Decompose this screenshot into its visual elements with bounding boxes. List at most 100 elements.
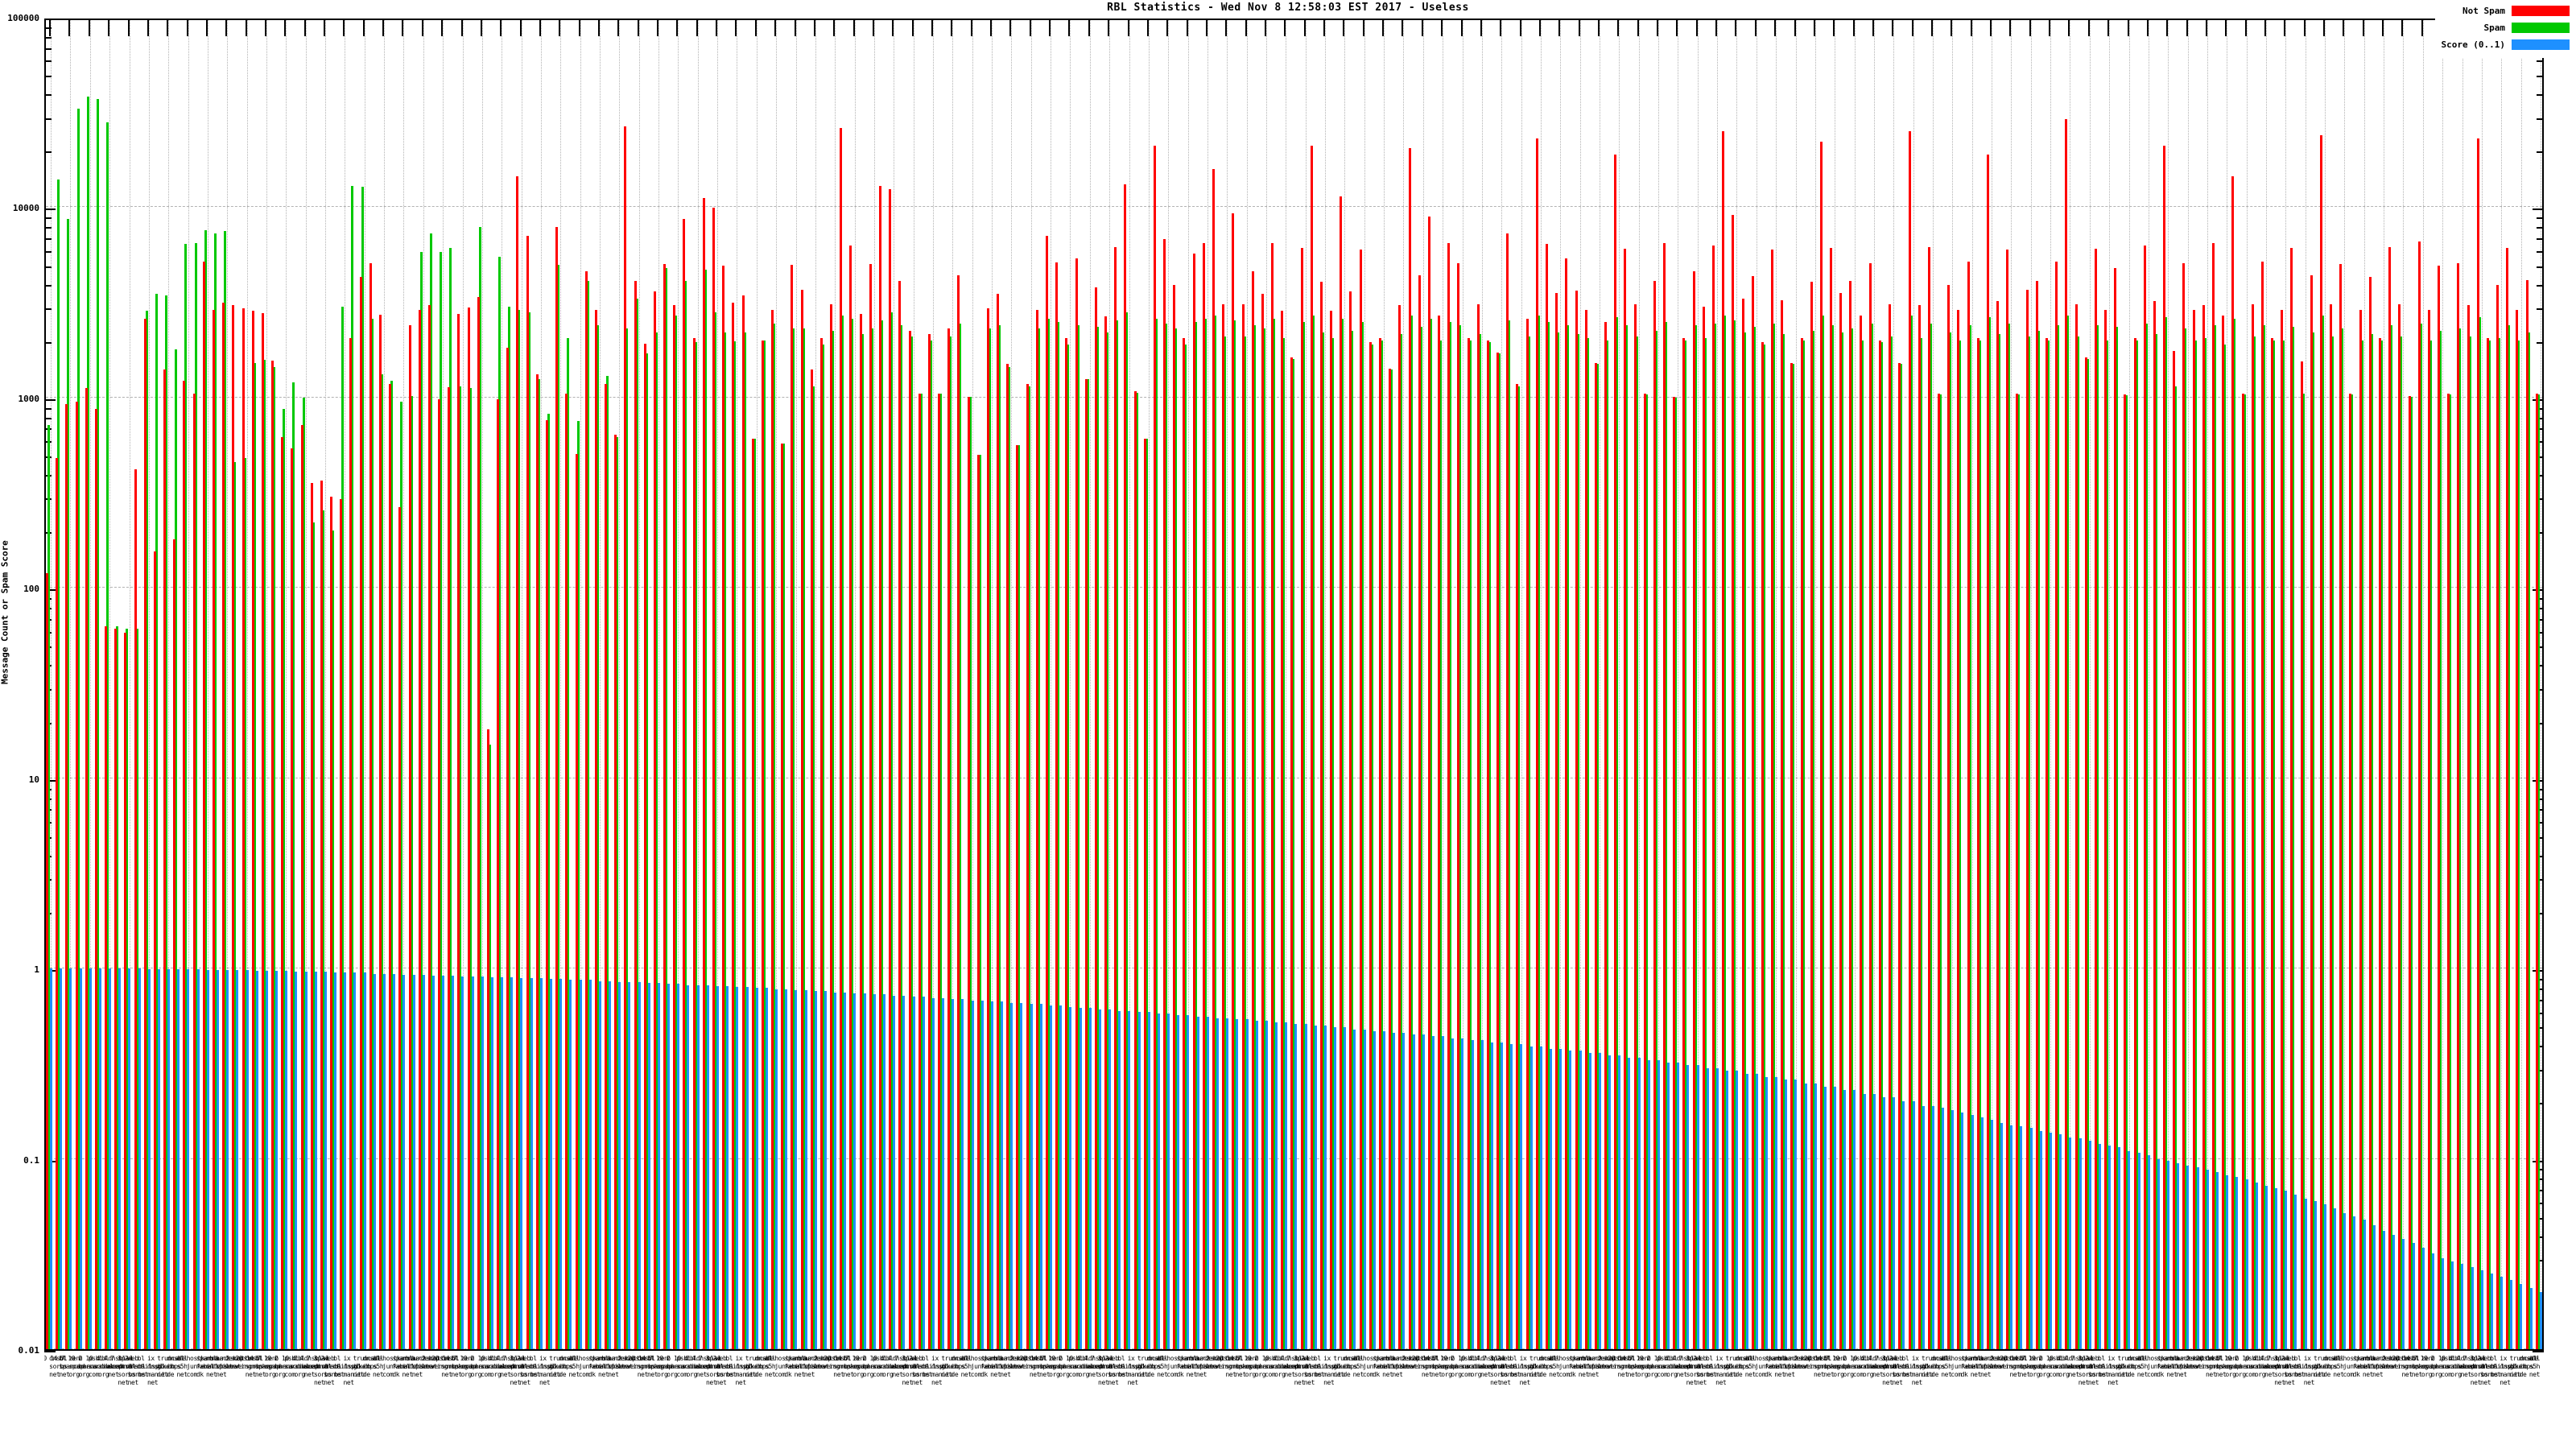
gridline-vertical	[1932, 20, 1934, 1349]
bar-ns	[1094, 287, 1097, 1349]
bar-ns	[663, 263, 667, 1349]
x-axis-label: junkemailfilter	[970, 1363, 1025, 1370]
x-tick	[1715, 19, 1718, 36]
bar-sp	[1606, 340, 1609, 1349]
bar-sp	[2252, 336, 2256, 1349]
x-axis-label: interserver	[2166, 1363, 2206, 1370]
bar-sc	[1608, 1055, 1612, 1349]
bar-ns	[1918, 305, 1921, 1349]
bar-sc	[2136, 1152, 2140, 1349]
x-axis-label: cbl	[1274, 1355, 1286, 1362]
gridline-vertical	[619, 20, 621, 1349]
y-tick-minor	[44, 217, 52, 220]
x-tick	[1303, 19, 1306, 36]
bar-ns	[1712, 245, 1715, 1349]
bar-ns	[1104, 316, 1108, 1349]
bar-sc	[1587, 1053, 1591, 1349]
x-axis-label: gbudb	[1333, 1363, 1352, 1370]
bar-ns	[1124, 184, 1127, 1349]
bar-sp	[2086, 358, 2089, 1349]
y-tick-minor-right	[2537, 532, 2544, 535]
bar-sc	[1333, 1027, 1337, 1349]
gridline-vertical	[1873, 20, 1875, 1349]
y-tick-minor-right	[2537, 1190, 2544, 1192]
gridline-vertical	[1403, 20, 1405, 1349]
x-axis-label: inps	[2127, 1363, 2142, 1370]
bar-ns	[2143, 245, 2146, 1349]
bar-sp	[175, 349, 178, 1349]
bar-ns	[546, 420, 548, 1349]
x-axis-label: psbl	[2049, 1355, 2063, 1362]
bar-ns	[2486, 338, 2489, 1349]
bar-sc	[2333, 1208, 2337, 1349]
bar-ns	[997, 294, 1000, 1349]
bar-sc	[911, 997, 915, 1349]
x-tick	[1009, 19, 1012, 36]
bar-sp	[1067, 344, 1070, 1349]
gridline-vertical	[1697, 20, 1699, 1349]
x-axis-label: net	[1108, 1379, 1119, 1386]
bar-sc	[608, 980, 612, 1349]
y-tick-minor-right	[2537, 978, 2544, 980]
bar-ns	[2133, 338, 2136, 1349]
bar-sc	[2264, 1186, 2268, 1349]
bar-sp	[57, 179, 60, 1349]
x-axis-label: ix	[1715, 1355, 1724, 1362]
x-axis-label: ix	[147, 1355, 155, 1362]
x-axis-label: surriel	[676, 1363, 702, 1370]
x-axis-label: net	[1911, 1379, 1923, 1386]
x-axis-label: ix	[1519, 1355, 1527, 1362]
bar-ns	[692, 338, 696, 1349]
bar-ns	[584, 271, 588, 1349]
x-axis-label: dnsbl	[1303, 1363, 1322, 1370]
gridline-vertical	[560, 20, 562, 1349]
x-axis-label: com	[1265, 1371, 1276, 1378]
x-axis-label: org	[1059, 1371, 1070, 1378]
bar-ns	[2535, 393, 2538, 1349]
bar-ns	[908, 330, 911, 1349]
x-axis-label: net	[1578, 1371, 1590, 1378]
bar-ns	[2114, 267, 2117, 1349]
x-axis-label: net	[1901, 1371, 1913, 1378]
x-axis-label: web	[1108, 1355, 1119, 1362]
x-axis-label: bl	[2098, 1355, 2105, 1362]
x-axis-label: barracudacentral	[2039, 1363, 2096, 1370]
gridline-vertical	[1011, 20, 1013, 1349]
bar-sc	[1460, 1038, 1464, 1349]
x-axis-label: net	[2166, 1371, 2178, 1378]
x-axis-label: 20 14 7 10 2 10 4 4 7 3 2	[627, 1355, 717, 1362]
bar-sp	[1214, 315, 1216, 1349]
bar-ns	[261, 312, 264, 1349]
x-axis-label: dnsbl	[1127, 1363, 1146, 1370]
bar-ns	[1938, 393, 1941, 1349]
bar-sc	[637, 981, 641, 1349]
x-axis-label: mailspike	[921, 1363, 954, 1370]
y-tick-minor	[44, 341, 52, 344]
y-tick-minor-right	[2537, 60, 2544, 63]
x-axis-label: hostkarma	[186, 1355, 219, 1362]
x-axis-label: sorbs	[2401, 1363, 2420, 1370]
x-tick	[1519, 19, 1521, 36]
x-axis-label: s5h	[373, 1363, 384, 1370]
x-axis-label: inps	[1343, 1363, 1358, 1370]
y-tick-minor-right	[2537, 722, 2544, 724]
x-axis-label: 20 14 7 10 2 10 4 4 7 3 2	[235, 1355, 325, 1362]
bar-sp	[1145, 438, 1148, 1349]
bar-ns	[1192, 254, 1195, 1349]
x-axis-label: sorbs	[716, 1371, 734, 1378]
x-axis-label: all	[1549, 1355, 1560, 1362]
x-axis-label: backscatter	[1587, 1355, 1628, 1362]
bar-sp	[1086, 378, 1089, 1349]
bar-sp	[1959, 340, 1962, 1349]
x-axis-label: com	[578, 1371, 590, 1378]
legend: Not Spam Spam Score (0..1)	[2434, 2, 2573, 58]
bar-sp	[1586, 338, 1589, 1349]
x-axis-label: rbl	[402, 1355, 414, 1362]
bar-sc	[1156, 1013, 1160, 1349]
bar-sc	[1735, 1071, 1739, 1349]
x-axis-label: de	[362, 1371, 370, 1378]
x-axis-label: zen	[1049, 1355, 1060, 1362]
x-tick	[931, 19, 933, 36]
x-axis-label: ix	[2303, 1355, 2311, 1362]
bar-ns	[497, 398, 500, 1349]
